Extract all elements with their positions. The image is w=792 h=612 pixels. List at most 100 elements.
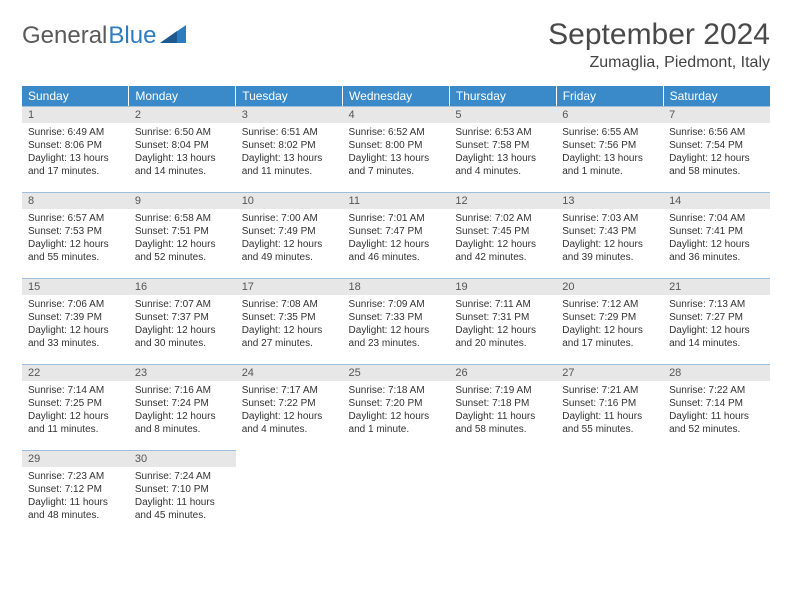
day-content: Sunrise: 7:01 AMSunset: 7:47 PMDaylight:… <box>343 209 450 270</box>
day-content: Sunrise: 7:09 AMSunset: 7:33 PMDaylight:… <box>343 295 450 356</box>
day-content: Sunrise: 7:18 AMSunset: 7:20 PMDaylight:… <box>343 381 450 442</box>
day-number: 7 <box>663 106 770 123</box>
calendar-cell: 15Sunrise: 7:06 AMSunset: 7:39 PMDayligh… <box>22 278 129 364</box>
day-content: Sunrise: 7:11 AMSunset: 7:31 PMDaylight:… <box>449 295 556 356</box>
day-content: Sunrise: 7:22 AMSunset: 7:14 PMDaylight:… <box>663 381 770 442</box>
calendar-cell: 21Sunrise: 7:13 AMSunset: 7:27 PMDayligh… <box>663 278 770 364</box>
logo-triangle-icon <box>160 22 186 50</box>
day-content: Sunrise: 6:51 AMSunset: 8:02 PMDaylight:… <box>236 123 343 184</box>
weekday-header: Wednesday <box>343 86 450 106</box>
day-content: Sunrise: 7:04 AMSunset: 7:41 PMDaylight:… <box>663 209 770 270</box>
calendar-cell: 28Sunrise: 7:22 AMSunset: 7:14 PMDayligh… <box>663 364 770 450</box>
day-content: Sunrise: 7:12 AMSunset: 7:29 PMDaylight:… <box>556 295 663 356</box>
calendar-table: SundayMondayTuesdayWednesdayThursdayFrid… <box>22 86 770 536</box>
day-number: 16 <box>129 278 236 295</box>
day-number: 15 <box>22 278 129 295</box>
calendar-row: 22Sunrise: 7:14 AMSunset: 7:25 PMDayligh… <box>22 364 770 450</box>
calendar-cell: 14Sunrise: 7:04 AMSunset: 7:41 PMDayligh… <box>663 192 770 278</box>
calendar-cell: 30Sunrise: 7:24 AMSunset: 7:10 PMDayligh… <box>129 450 236 536</box>
day-number: 27 <box>556 364 663 381</box>
calendar-row: 29Sunrise: 7:23 AMSunset: 7:12 PMDayligh… <box>22 450 770 536</box>
day-number: 3 <box>236 106 343 123</box>
day-number: 22 <box>22 364 129 381</box>
day-number: 25 <box>343 364 450 381</box>
day-content: Sunrise: 7:07 AMSunset: 7:37 PMDaylight:… <box>129 295 236 356</box>
weekday-header: Saturday <box>663 86 770 106</box>
day-content: Sunrise: 6:50 AMSunset: 8:04 PMDaylight:… <box>129 123 236 184</box>
calendar-cell: 13Sunrise: 7:03 AMSunset: 7:43 PMDayligh… <box>556 192 663 278</box>
weekday-header: Tuesday <box>236 86 343 106</box>
calendar-cell-empty: .. <box>449 450 556 536</box>
calendar-cell: 4Sunrise: 6:52 AMSunset: 8:00 PMDaylight… <box>343 106 450 192</box>
day-content: Sunrise: 7:16 AMSunset: 7:24 PMDaylight:… <box>129 381 236 442</box>
weekday-row: SundayMondayTuesdayWednesdayThursdayFrid… <box>22 86 770 106</box>
weekday-header: Friday <box>556 86 663 106</box>
day-content: Sunrise: 6:58 AMSunset: 7:51 PMDaylight:… <box>129 209 236 270</box>
calendar-cell: 9Sunrise: 6:58 AMSunset: 7:51 PMDaylight… <box>129 192 236 278</box>
calendar-cell: 25Sunrise: 7:18 AMSunset: 7:20 PMDayligh… <box>343 364 450 450</box>
day-content: Sunrise: 6:49 AMSunset: 8:06 PMDaylight:… <box>22 123 129 184</box>
calendar-cell: 3Sunrise: 6:51 AMSunset: 8:02 PMDaylight… <box>236 106 343 192</box>
title-block: September 2024 Zumaglia, Piedmont, Italy <box>548 18 770 72</box>
day-number: 21 <box>663 278 770 295</box>
calendar-cell: 29Sunrise: 7:23 AMSunset: 7:12 PMDayligh… <box>22 450 129 536</box>
day-number: 9 <box>129 192 236 209</box>
day-content: Sunrise: 6:57 AMSunset: 7:53 PMDaylight:… <box>22 209 129 270</box>
calendar-cell-empty: .. <box>236 450 343 536</box>
logo: General Blue <box>22 22 186 50</box>
day-content: Sunrise: 7:03 AMSunset: 7:43 PMDaylight:… <box>556 209 663 270</box>
calendar-cell: 18Sunrise: 7:09 AMSunset: 7:33 PMDayligh… <box>343 278 450 364</box>
day-number: 29 <box>22 450 129 467</box>
day-number: 28 <box>663 364 770 381</box>
calendar-cell: 23Sunrise: 7:16 AMSunset: 7:24 PMDayligh… <box>129 364 236 450</box>
calendar-cell: 2Sunrise: 6:50 AMSunset: 8:04 PMDaylight… <box>129 106 236 192</box>
day-number: 11 <box>343 192 450 209</box>
calendar-cell: 12Sunrise: 7:02 AMSunset: 7:45 PMDayligh… <box>449 192 556 278</box>
calendar-cell: 26Sunrise: 7:19 AMSunset: 7:18 PMDayligh… <box>449 364 556 450</box>
day-content: Sunrise: 6:56 AMSunset: 7:54 PMDaylight:… <box>663 123 770 184</box>
calendar-cell: 20Sunrise: 7:12 AMSunset: 7:29 PMDayligh… <box>556 278 663 364</box>
day-number: 4 <box>343 106 450 123</box>
day-content: Sunrise: 7:02 AMSunset: 7:45 PMDaylight:… <box>449 209 556 270</box>
day-number: 30 <box>129 450 236 467</box>
day-number: 24 <box>236 364 343 381</box>
day-content: Sunrise: 7:21 AMSunset: 7:16 PMDaylight:… <box>556 381 663 442</box>
day-number: 8 <box>22 192 129 209</box>
day-number: 17 <box>236 278 343 295</box>
day-number: 14 <box>663 192 770 209</box>
calendar-cell: 10Sunrise: 7:00 AMSunset: 7:49 PMDayligh… <box>236 192 343 278</box>
calendar-cell: 16Sunrise: 7:07 AMSunset: 7:37 PMDayligh… <box>129 278 236 364</box>
calendar-cell-empty: .. <box>663 450 770 536</box>
calendar-cell: 8Sunrise: 6:57 AMSunset: 7:53 PMDaylight… <box>22 192 129 278</box>
day-content: Sunrise: 7:14 AMSunset: 7:25 PMDaylight:… <box>22 381 129 442</box>
day-content: Sunrise: 7:08 AMSunset: 7:35 PMDaylight:… <box>236 295 343 356</box>
day-number: 1 <box>22 106 129 123</box>
day-number: 23 <box>129 364 236 381</box>
calendar-cell: 11Sunrise: 7:01 AMSunset: 7:47 PMDayligh… <box>343 192 450 278</box>
day-content: Sunrise: 6:55 AMSunset: 7:56 PMDaylight:… <box>556 123 663 184</box>
day-number: 6 <box>556 106 663 123</box>
logo-word1: General <box>22 22 107 50</box>
calendar-cell: 27Sunrise: 7:21 AMSunset: 7:16 PMDayligh… <box>556 364 663 450</box>
calendar-cell-empty: .. <box>556 450 663 536</box>
day-content: Sunrise: 7:17 AMSunset: 7:22 PMDaylight:… <box>236 381 343 442</box>
calendar-cell: 19Sunrise: 7:11 AMSunset: 7:31 PMDayligh… <box>449 278 556 364</box>
day-number: 5 <box>449 106 556 123</box>
day-content: Sunrise: 7:19 AMSunset: 7:18 PMDaylight:… <box>449 381 556 442</box>
calendar-row: 15Sunrise: 7:06 AMSunset: 7:39 PMDayligh… <box>22 278 770 364</box>
calendar-cell: 6Sunrise: 6:55 AMSunset: 7:56 PMDaylight… <box>556 106 663 192</box>
weekday-header: Thursday <box>449 86 556 106</box>
calendar-row: 8Sunrise: 6:57 AMSunset: 7:53 PMDaylight… <box>22 192 770 278</box>
day-number: 19 <box>449 278 556 295</box>
calendar-cell: 7Sunrise: 6:56 AMSunset: 7:54 PMDaylight… <box>663 106 770 192</box>
day-content: Sunrise: 7:23 AMSunset: 7:12 PMDaylight:… <box>22 467 129 528</box>
day-number: 26 <box>449 364 556 381</box>
calendar-cell: 24Sunrise: 7:17 AMSunset: 7:22 PMDayligh… <box>236 364 343 450</box>
day-content: Sunrise: 7:13 AMSunset: 7:27 PMDaylight:… <box>663 295 770 356</box>
calendar-row: 1Sunrise: 6:49 AMSunset: 8:06 PMDaylight… <box>22 106 770 192</box>
day-content: Sunrise: 6:52 AMSunset: 8:00 PMDaylight:… <box>343 123 450 184</box>
month-title: September 2024 <box>548 18 770 52</box>
calendar-cell: 5Sunrise: 6:53 AMSunset: 7:58 PMDaylight… <box>449 106 556 192</box>
day-content: Sunrise: 7:24 AMSunset: 7:10 PMDaylight:… <box>129 467 236 528</box>
day-number: 18 <box>343 278 450 295</box>
